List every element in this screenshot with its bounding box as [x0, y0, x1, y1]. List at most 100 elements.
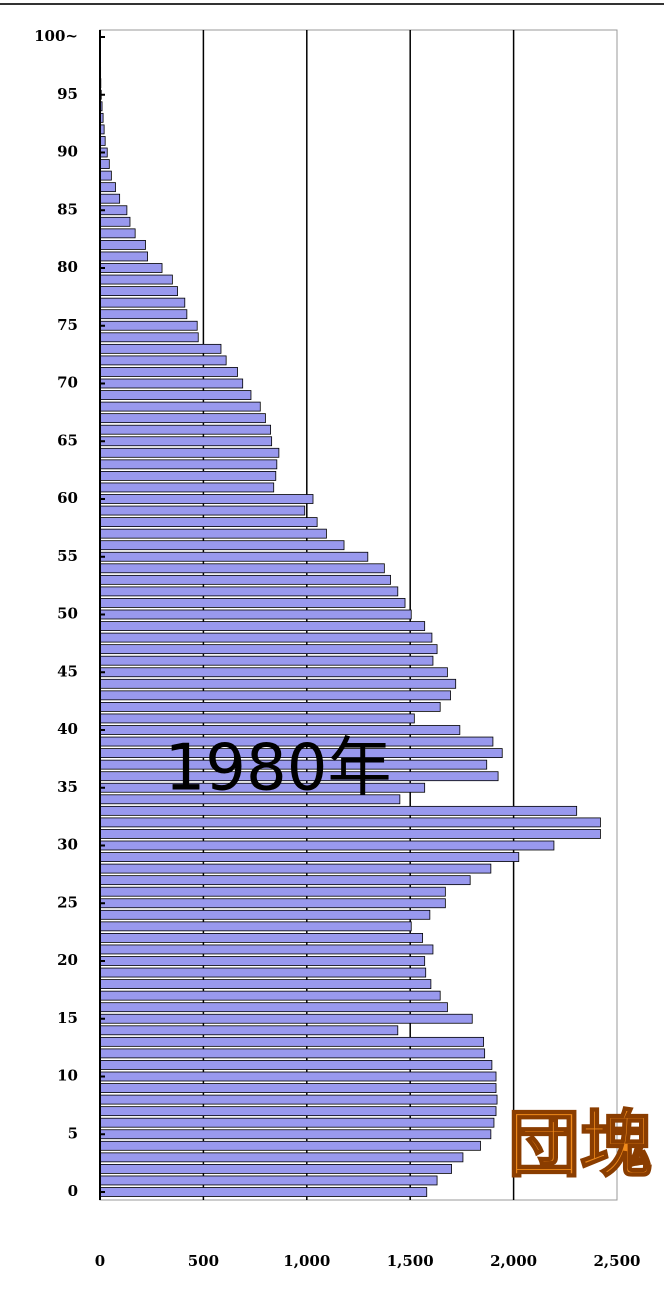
bar — [99, 644, 438, 655]
bar — [99, 424, 272, 435]
year-annotation: 1980年 — [165, 732, 392, 806]
bar — [99, 470, 277, 481]
bar — [99, 1117, 495, 1128]
bar — [99, 447, 280, 458]
bar — [99, 540, 345, 551]
bar — [99, 886, 446, 897]
y-tick-label: 90 — [57, 143, 78, 161]
bar — [99, 228, 136, 239]
bar — [99, 309, 188, 320]
bar — [99, 632, 433, 643]
x-tick-label: 2,000 — [490, 1252, 537, 1270]
bar — [99, 852, 520, 862]
bar — [99, 898, 446, 909]
bar — [99, 1060, 493, 1070]
bar — [99, 829, 601, 839]
bar — [99, 1036, 485, 1047]
bar — [99, 990, 441, 1001]
y-tick-label: 30 — [57, 836, 78, 854]
y-tick-label: 85 — [57, 200, 78, 218]
bar — [99, 979, 432, 989]
bar — [99, 286, 178, 297]
bar — [99, 343, 222, 354]
y-tick-label: 50 — [57, 605, 78, 623]
bar — [99, 1187, 428, 1197]
bar — [99, 574, 391, 585]
bar — [99, 690, 451, 701]
bar — [99, 1140, 481, 1151]
y-tick-label: 60 — [57, 489, 78, 507]
y-tick-label: 45 — [57, 662, 78, 680]
bar — [99, 1083, 497, 1093]
bar — [99, 320, 198, 331]
dankai-annotation: 団塊 — [508, 1103, 652, 1187]
y-tick-label: 10 — [57, 1067, 78, 1085]
y-tick-label: 35 — [57, 778, 78, 796]
bar — [99, 667, 448, 678]
bar — [99, 944, 434, 955]
bar — [99, 863, 492, 874]
bar — [99, 875, 471, 886]
bar — [99, 251, 148, 262]
bar — [99, 1025, 399, 1036]
bar — [99, 436, 273, 447]
bar — [99, 505, 306, 516]
bar — [99, 297, 186, 308]
bar — [99, 1164, 452, 1174]
bar — [99, 239, 146, 250]
bar — [99, 159, 110, 169]
bar — [99, 216, 131, 227]
y-tick-label: 75 — [57, 316, 78, 334]
x-tick-label: 1,500 — [387, 1252, 434, 1270]
y-tick-label: 25 — [57, 893, 78, 911]
bar — [99, 598, 406, 608]
y-tick-label: 5 — [68, 1124, 78, 1142]
y-tick-label: 40 — [57, 720, 78, 738]
bar — [99, 909, 431, 920]
bar — [99, 1002, 448, 1013]
y-tick-label: 70 — [57, 374, 78, 392]
bar — [99, 332, 199, 343]
bar — [99, 355, 227, 366]
bar — [99, 702, 441, 712]
bar — [99, 274, 173, 285]
bar — [99, 621, 426, 631]
bar — [99, 678, 457, 689]
y-tick-label: 95 — [57, 85, 78, 103]
bar — [99, 390, 252, 400]
bar — [99, 1094, 498, 1105]
bar — [99, 817, 601, 828]
bar — [99, 840, 555, 851]
x-tick-label: 2,500 — [594, 1252, 641, 1270]
bar — [99, 193, 121, 204]
y-tick-label: 15 — [57, 1009, 78, 1027]
bar — [99, 401, 261, 412]
bar — [99, 1013, 473, 1024]
bar — [99, 413, 266, 424]
bar — [99, 713, 415, 724]
bar — [99, 528, 327, 539]
bar — [99, 1048, 486, 1059]
bar — [99, 551, 369, 562]
x-tick-label: 500 — [188, 1252, 219, 1270]
x-tick-label: 0 — [95, 1252, 105, 1270]
bar — [99, 1129, 492, 1140]
bar — [99, 170, 112, 181]
bar — [99, 655, 434, 666]
bar — [99, 1175, 438, 1186]
bar — [99, 517, 318, 527]
bar — [99, 1152, 464, 1163]
bar — [99, 494, 314, 504]
bar — [99, 182, 116, 193]
bar — [99, 609, 412, 620]
bar — [99, 263, 163, 273]
y-tick-label: 20 — [57, 951, 78, 969]
bar — [99, 378, 244, 389]
bar — [99, 586, 399, 597]
bar — [99, 805, 578, 816]
bar — [99, 956, 426, 966]
y-tick-label: 80 — [57, 258, 78, 276]
bar — [99, 967, 427, 978]
bar — [99, 482, 275, 493]
bar — [99, 921, 412, 932]
